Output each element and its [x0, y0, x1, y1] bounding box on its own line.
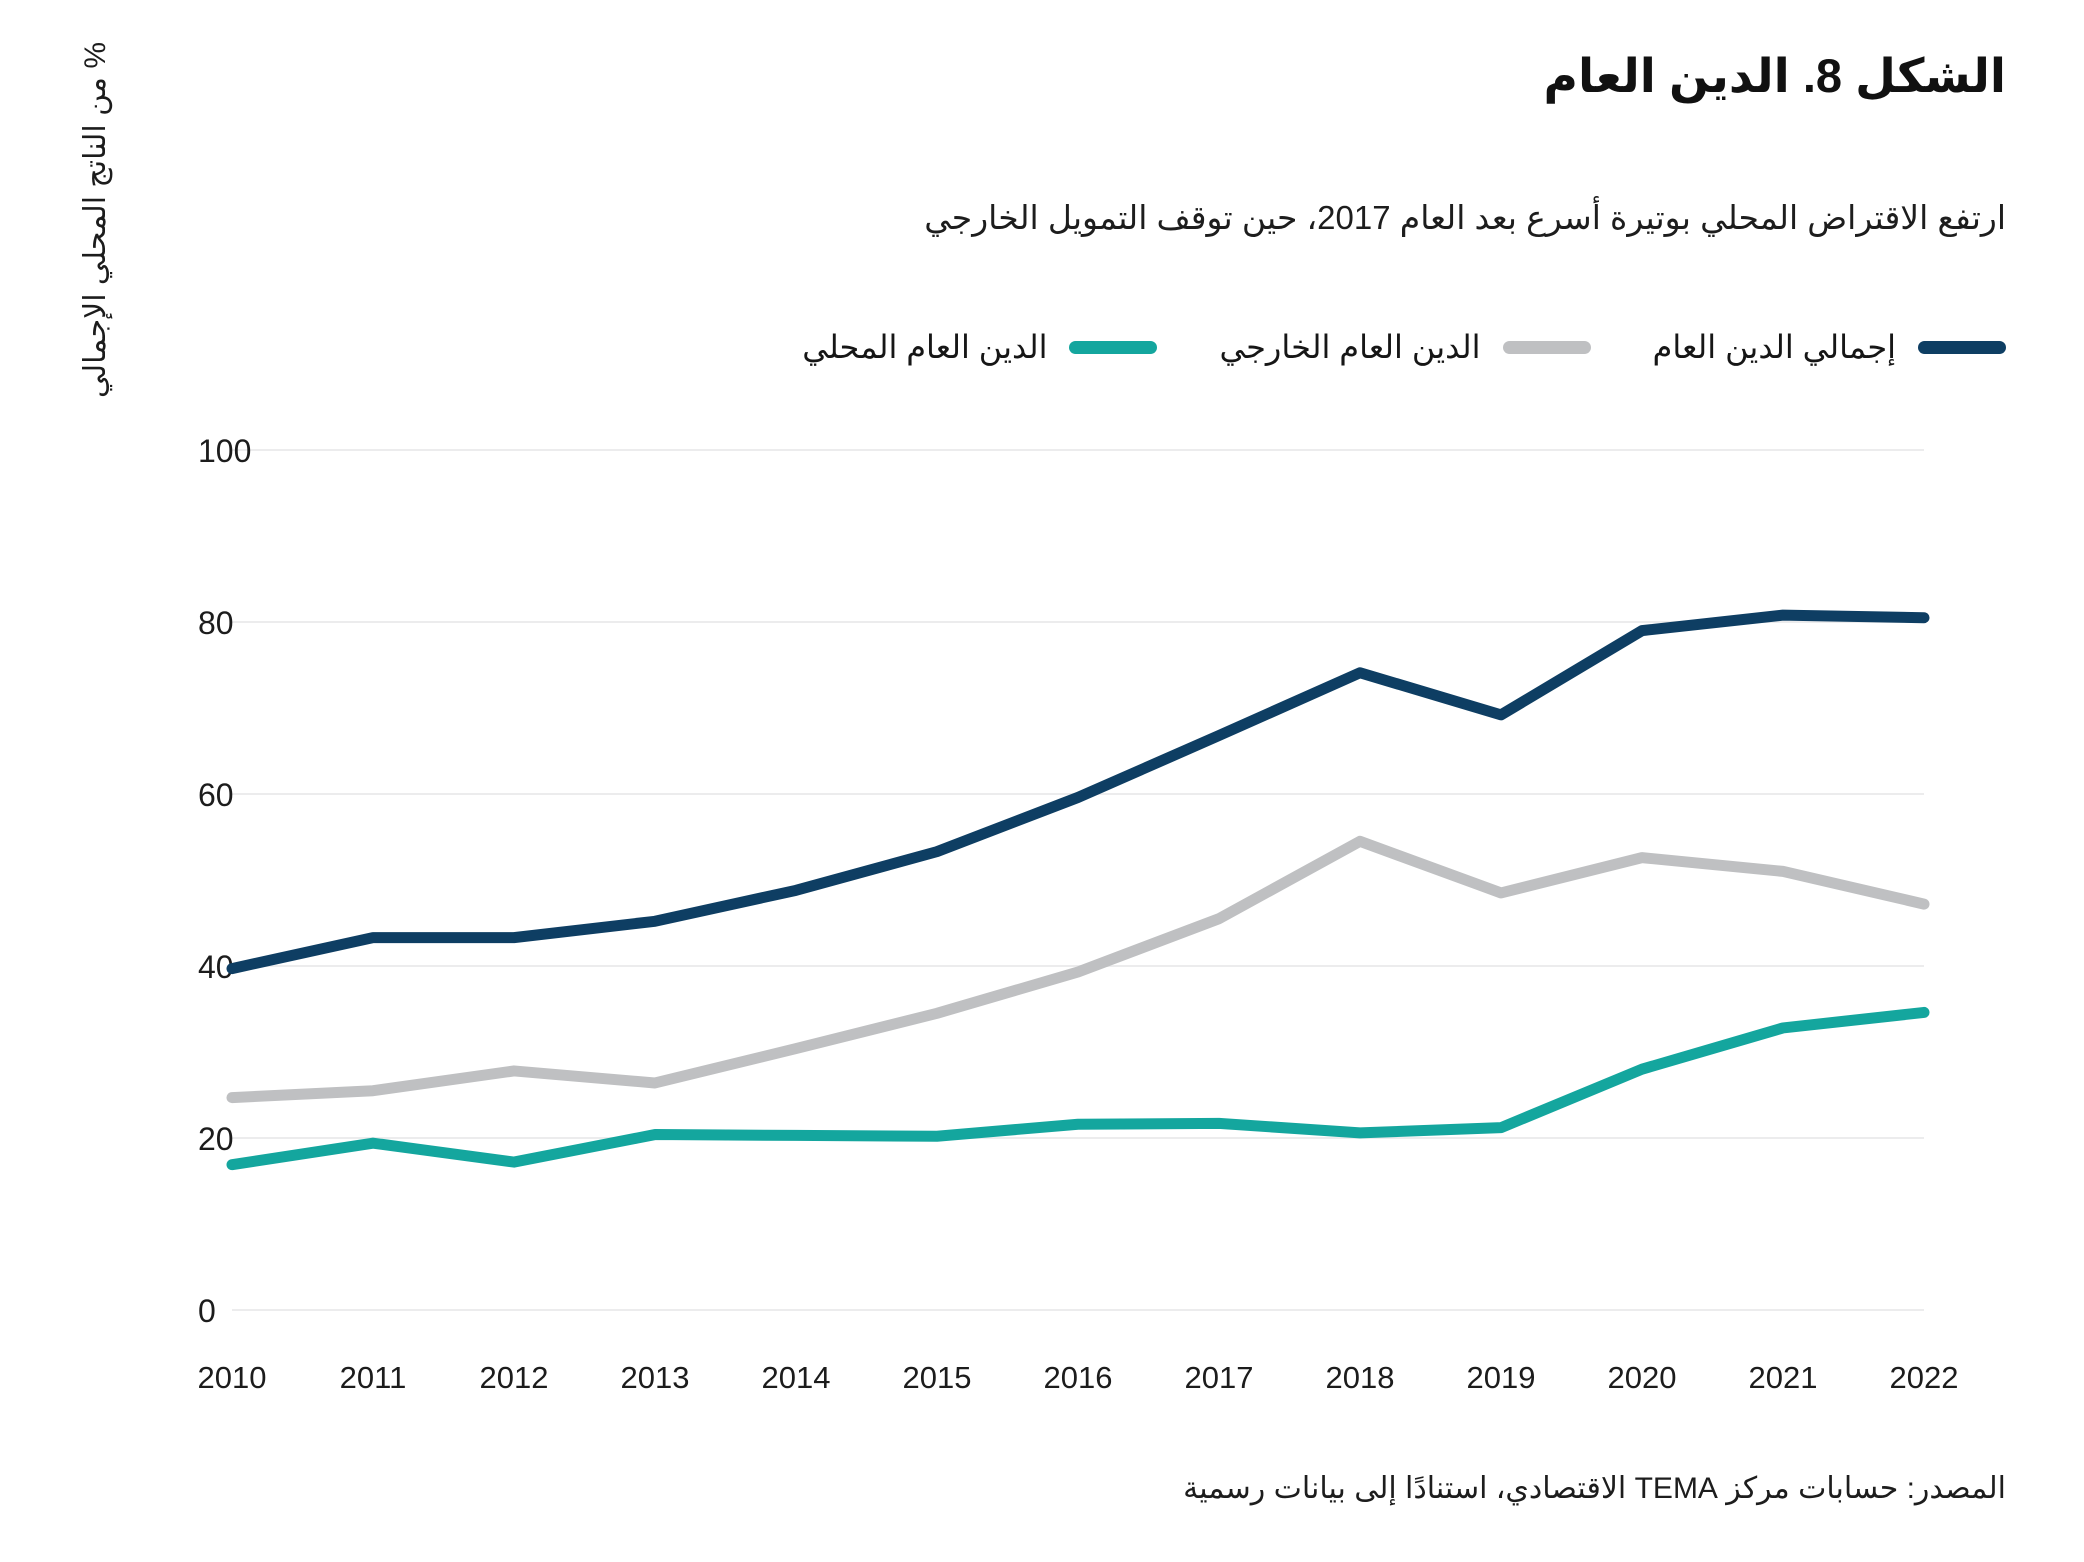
legend-item-total-public-debt[interactable]: إجمالي الدين العام: [1653, 328, 2006, 366]
source-note: المصدر: حسابات مركز TEMA الاقتصادي، استن…: [1183, 1472, 2006, 1505]
series-line-2: [226, 1006, 1930, 1171]
line-swatch-icon: [1069, 340, 1158, 354]
x-axis-tick-label: 2018: [1326, 1360, 1395, 1395]
x-axis-tick-label: 2016: [1044, 1360, 1113, 1395]
legend-label: الدين العام الخارجي: [1219, 329, 1481, 365]
x-axis-tick-label: 2012: [480, 1360, 549, 1395]
legend-label: الدين العام المحلي: [802, 329, 1048, 365]
x-axis-tick-label: 2011: [340, 1360, 407, 1395]
x-axis-tick-label: 2014: [762, 1360, 831, 1395]
y-axis-tick-label: 20: [198, 1121, 234, 1157]
x-axis-tick-label: 2021: [1749, 1360, 1818, 1395]
chart-area: 0 20 40 60 80 100 2010 2011 2012 2013 2014 2015 2016…: [0, 430, 2084, 1440]
line-swatch-icon: [1918, 340, 2006, 354]
x-axis-tick-label: 2017: [1185, 1360, 1254, 1395]
y-axis-tick-label: 0: [198, 1293, 216, 1329]
series-line-0: [226, 609, 1930, 975]
x-axis-tick-label: 2022: [1890, 1360, 1959, 1395]
legend-item-external-public-debt[interactable]: الدين العام الخارجي: [1219, 328, 1591, 366]
chart-legend: إجمالي الدين العام الدين العام الخارجي ا…: [802, 328, 2006, 366]
y-axis-tick-label: 100: [198, 433, 251, 469]
x-axis-tick-label: 2019: [1467, 1360, 1536, 1395]
y-axis-tick-label: 60: [198, 777, 234, 813]
figure-subtitle: ارتفع الاقتراض المحلي بوتيرة أسرع بعد ال…: [924, 199, 2006, 236]
y-axis-tick-label: 80: [198, 605, 234, 641]
y-axis-label: % من الناتج المحلي الإجمالي: [79, 41, 112, 399]
legend-item-domestic-public-debt[interactable]: الدين العام المحلي: [802, 328, 1158, 366]
page-title: الشكل 8. الدين العام: [1543, 49, 2007, 102]
line-swatch-icon: [1502, 340, 1591, 354]
x-axis-tick-label: 2013: [621, 1360, 690, 1395]
series-line-1: [226, 835, 1930, 1104]
x-axis-tick-label: 2010: [198, 1360, 267, 1395]
legend-label: إجمالي الدين العام: [1652, 329, 1896, 365]
x-axis-tick-label: 2020: [1608, 1360, 1677, 1395]
x-axis-tick-label: 2015: [903, 1360, 972, 1395]
